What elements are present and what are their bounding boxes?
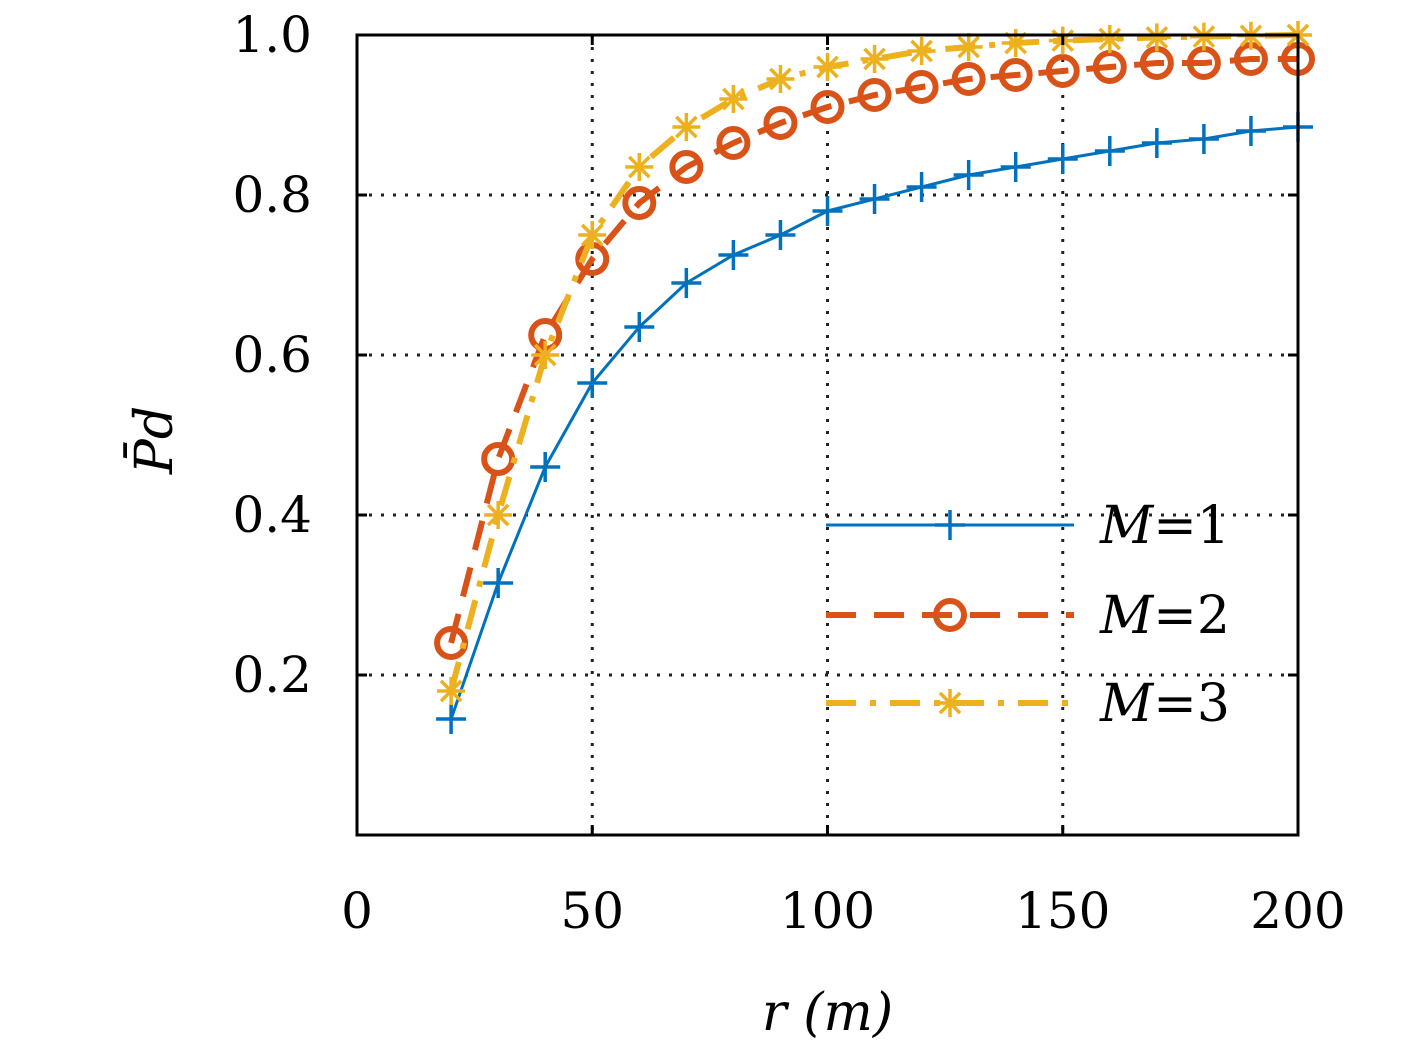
data-point: [998, 58, 1033, 92]
data-point: [625, 153, 654, 181]
x-tick-label: 200: [1250, 882, 1345, 940]
data-point: [1001, 29, 1030, 57]
series-line: [448, 56, 1298, 644]
data-point: [1045, 54, 1080, 88]
x-axis-ticks: 0 50 100 150 200: [341, 35, 1346, 940]
legend-symbol: M: [1099, 586, 1155, 646]
data-point: [907, 37, 936, 65]
y-axis-label: P̄d: [124, 406, 185, 475]
data-point: [719, 85, 748, 113]
y-tick-label: 0.8: [232, 166, 312, 224]
legend-symbol: M: [1099, 674, 1155, 734]
data-point: [763, 106, 798, 140]
legend-label: M=1: [1099, 496, 1230, 556]
legend-label: M=3: [1099, 674, 1230, 734]
data-point: [1141, 128, 1172, 158]
data-point: [860, 45, 889, 73]
legend: M=1M=2M=3: [826, 496, 1230, 734]
data-point: [951, 62, 986, 96]
series-1: [436, 112, 1313, 734]
data-point: [857, 78, 892, 112]
data-point: [669, 150, 704, 184]
data-point: [484, 501, 513, 529]
data-point: [812, 196, 843, 226]
legend-item: M=1: [826, 496, 1230, 556]
data-point: [578, 221, 607, 249]
data-point: [1095, 25, 1124, 53]
data-point: [530, 452, 561, 482]
legend-value: =1: [1153, 496, 1230, 556]
legend-marker: [936, 689, 964, 717]
data-point: [1188, 124, 1219, 154]
data-point: [577, 368, 608, 398]
data-point: [437, 677, 466, 705]
data-point: [765, 220, 796, 250]
data-point: [1000, 152, 1031, 182]
legend-symbol: M: [1099, 496, 1155, 556]
data-point: [624, 312, 655, 342]
data-point: [1142, 23, 1171, 52]
y-tick-label: 0.4: [232, 486, 312, 544]
data-point: [671, 268, 702, 298]
data-point: [766, 65, 795, 93]
data-point: [904, 70, 939, 104]
x-tick-label: 100: [780, 882, 875, 940]
legend-value: =3: [1153, 674, 1230, 734]
data-point: [1235, 116, 1266, 146]
data-point: [859, 184, 890, 214]
legend-label: M=2: [1099, 586, 1230, 646]
data-point: [953, 160, 984, 190]
data-point: [718, 240, 749, 270]
data-point: [436, 704, 467, 734]
x-axis-label: r (m): [762, 983, 893, 1043]
data-point: [622, 186, 657, 220]
data-point: [716, 126, 751, 160]
y-tick-label: 0.6: [232, 326, 312, 384]
data-point: [1047, 144, 1078, 174]
x-tick-label: 150: [1015, 882, 1110, 940]
series-2: [434, 42, 1315, 660]
data-point: [483, 568, 514, 598]
y-axis-ticks: 0.2 0.4 0.6 0.8 1.0: [232, 6, 1298, 704]
data-point: [954, 33, 983, 61]
data-point: [813, 53, 842, 81]
legend-marker: [933, 598, 967, 632]
legend-value: =2: [1153, 586, 1230, 646]
data-point: [531, 341, 560, 369]
data-point: [1189, 22, 1218, 51]
data-point: [481, 442, 516, 476]
y-tick-label: 0.2: [232, 646, 312, 704]
x-tick-label: 0: [341, 882, 373, 940]
x-tick-label: 50: [560, 882, 624, 940]
data-point: [1094, 136, 1125, 166]
legend-item: M=2: [826, 586, 1230, 646]
legend-item: M=3: [826, 674, 1230, 734]
data-point: [906, 172, 937, 202]
data-point: [672, 113, 701, 141]
data-point: [810, 90, 845, 124]
y-tick-label: 1.0: [232, 6, 312, 64]
legend-marker: [935, 510, 965, 540]
